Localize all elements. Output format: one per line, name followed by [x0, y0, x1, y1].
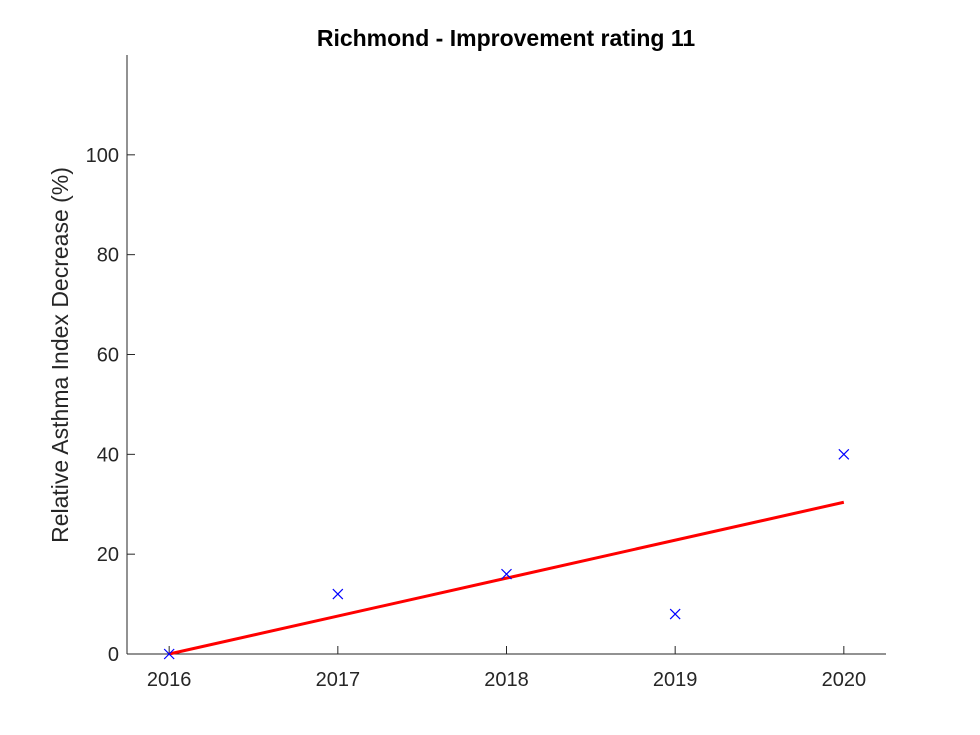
- y-tick-label: 80: [97, 245, 119, 267]
- y-tick-label: 40: [97, 444, 119, 466]
- y-axis-label: Relative Asthma Index Decrease (%): [47, 167, 73, 543]
- x-tick-label: 2020: [822, 669, 867, 691]
- y-tick-label: 20: [97, 544, 119, 566]
- x-tick-label: 2018: [484, 669, 529, 691]
- series-layer: [163, 448, 850, 660]
- x-tick-label: 2016: [147, 669, 192, 691]
- y-tick-label: 0: [108, 644, 119, 666]
- data-point: [163, 648, 175, 660]
- x-tick-label: 2019: [653, 669, 698, 691]
- fit-line: [168, 500, 845, 656]
- data-point: [669, 608, 681, 620]
- data-point: [838, 448, 850, 460]
- y-tick-label: 100: [86, 145, 119, 167]
- x-tick-label: 2017: [316, 669, 361, 691]
- data-point: [501, 568, 512, 580]
- y-ticks: 0 20 40 60 80 100: [86, 145, 135, 666]
- data-point: [332, 588, 344, 600]
- x-ticks: 2016 2017 2018 2019 2020: [147, 646, 866, 691]
- y-tick-label: 60: [97, 345, 119, 367]
- chart-title: Richmond - Improvement rating 11: [317, 25, 695, 51]
